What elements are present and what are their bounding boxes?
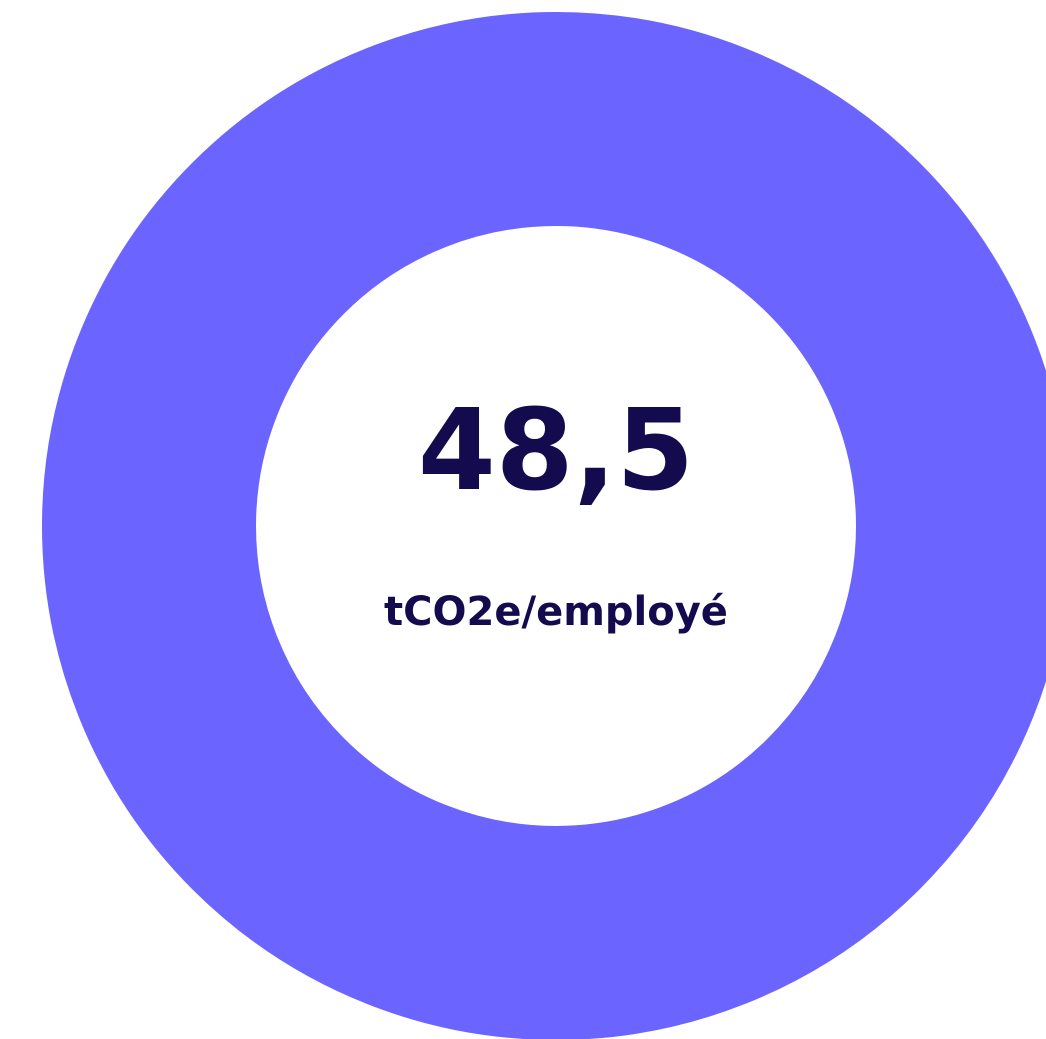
donut-ring — [42, 12, 1046, 1039]
kpi-unit: tCO2e/employé — [384, 589, 728, 635]
kpi-value: 48,5 — [418, 386, 694, 516]
